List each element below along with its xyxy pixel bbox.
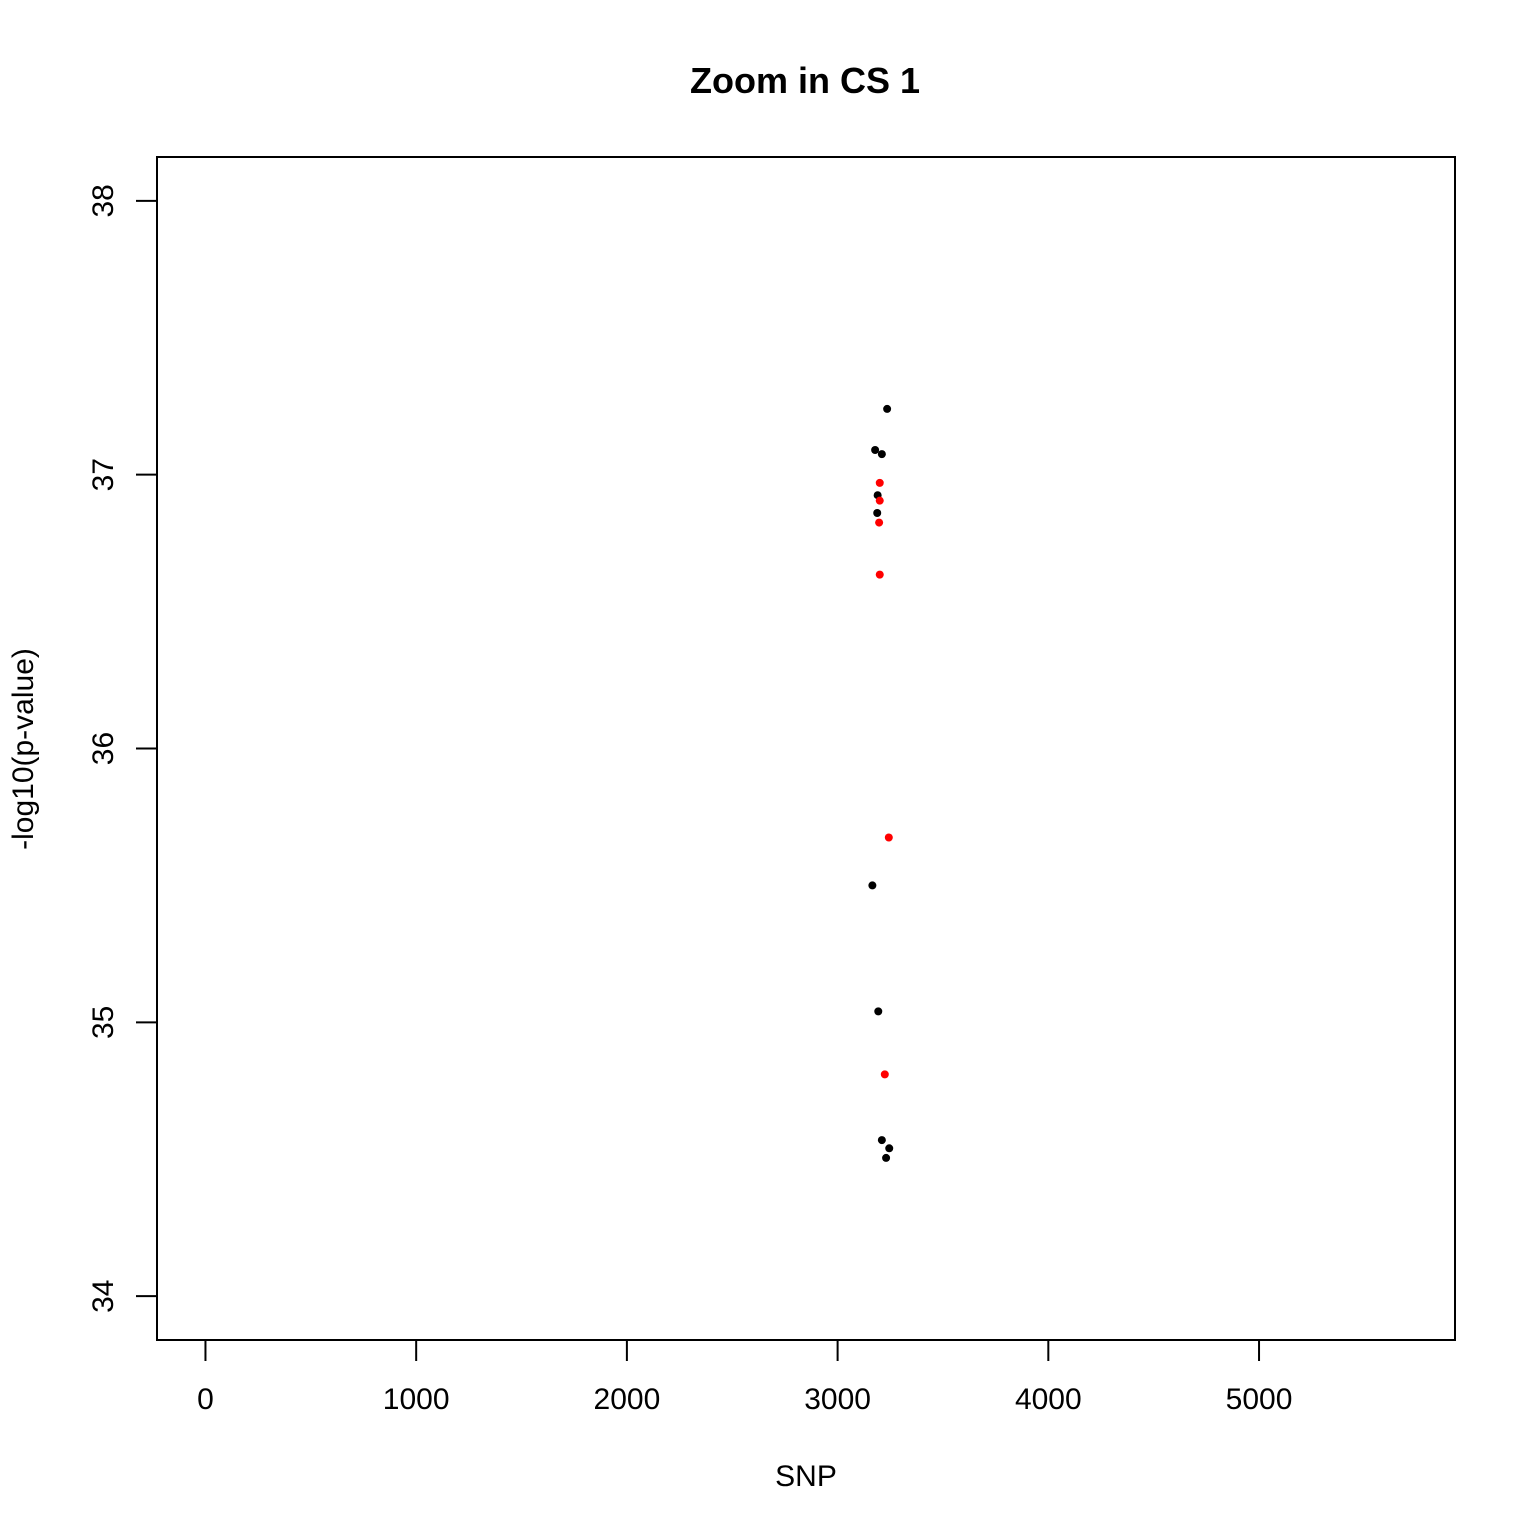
data-point xyxy=(880,1070,889,1079)
x-tick-label: 3000 xyxy=(804,1383,871,1416)
x-axis-label: SNP xyxy=(775,1460,837,1493)
y-tick-label: 35 xyxy=(87,1006,120,1039)
data-point xyxy=(885,1144,894,1153)
data-point xyxy=(884,833,893,842)
x-tick-label: 4000 xyxy=(1015,1383,1082,1416)
data-point xyxy=(877,450,886,459)
data-point xyxy=(874,1007,883,1016)
chart-title: Zoom in CS 1 xyxy=(690,60,920,101)
data-point xyxy=(871,446,880,455)
data-point xyxy=(882,1153,891,1162)
data-points xyxy=(868,404,894,1162)
data-point xyxy=(875,570,884,579)
data-point xyxy=(877,1136,886,1145)
y-tick-label: 37 xyxy=(87,458,120,491)
data-point xyxy=(868,881,877,890)
y-tick-label: 34 xyxy=(87,1279,120,1312)
data-point xyxy=(873,508,882,517)
y-tick-label: 36 xyxy=(87,732,120,765)
y-axis-label: -log10(p-value) xyxy=(7,648,40,850)
data-point xyxy=(875,518,884,527)
y-axis: 34 35 36 37 38 xyxy=(87,184,158,1313)
data-point xyxy=(875,496,884,505)
x-tick-label: 0 xyxy=(197,1383,214,1416)
data-point xyxy=(875,478,884,487)
x-axis: 0 1000 2000 3000 4000 5000 xyxy=(197,1339,1293,1416)
y-tick-label: 38 xyxy=(87,184,120,217)
plot-frame xyxy=(156,156,1456,1341)
data-point xyxy=(883,404,892,413)
x-tick-label: 5000 xyxy=(1226,1383,1293,1416)
x-tick-label: 2000 xyxy=(594,1383,661,1416)
x-tick-label: 1000 xyxy=(383,1383,450,1416)
